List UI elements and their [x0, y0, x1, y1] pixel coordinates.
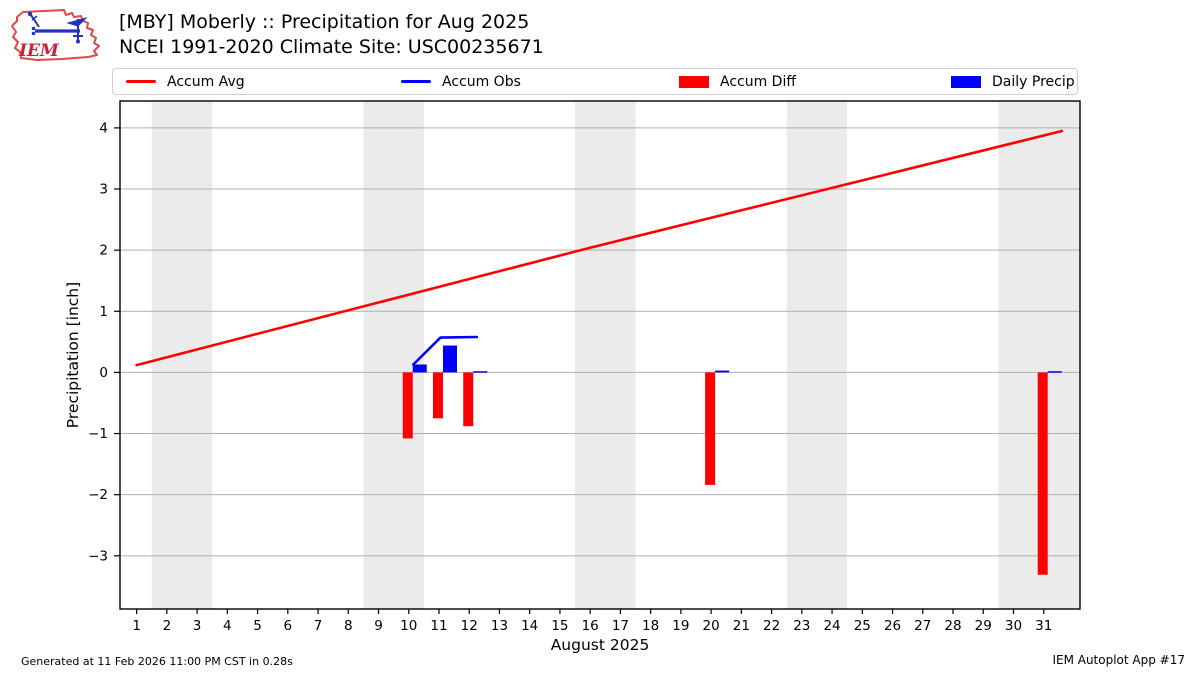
accum-avg-swatch: [126, 79, 156, 84]
x-tick-label: 17: [612, 618, 629, 634]
weather-vane-icon: [27, 11, 88, 44]
legend-label: Accum Diff: [720, 73, 797, 90]
chart-title: [MBY] Moberly :: Precipitation for Aug 2…: [119, 10, 544, 60]
x-tick-label: 24: [823, 618, 840, 634]
x-tick-label: 18: [642, 618, 659, 634]
x-tick-label: 31: [1035, 618, 1052, 634]
x-tick-label: 11: [430, 618, 447, 634]
x-tick-label: 2: [163, 618, 172, 634]
daily-precip-bar: [715, 370, 730, 373]
x-tick-label: 20: [703, 618, 720, 634]
x-tick-label: 29: [975, 618, 992, 634]
x-tick-label: 28: [944, 618, 961, 634]
x-tick-label: 30: [1005, 618, 1022, 634]
x-tick-label: 21: [733, 618, 750, 634]
legend-item-accum-avg: Accum Avg: [126, 69, 245, 94]
x-tick-label: 5: [253, 618, 262, 634]
x-tick-label: 14: [521, 618, 538, 634]
y-axis-label: Precipitation [inch]: [64, 282, 82, 428]
chart-title-line2: NCEI 1991-2020 Climate Site: USC00235671: [119, 36, 544, 58]
accum-diff-bar: [402, 372, 413, 439]
daily-precip-bar: [442, 345, 457, 373]
daily-precip-bar: [473, 371, 488, 373]
accum-diff-swatch: [679, 75, 709, 88]
y-tick-label: 0: [99, 365, 108, 381]
x-tick-label: 27: [914, 618, 931, 634]
weekend-band: [151, 101, 213, 609]
x-tick-label: 4: [223, 618, 232, 634]
generated-timestamp: Generated at 11 Feb 2026 11:00 PM CST in…: [21, 655, 293, 668]
accum-avg-line: [135, 129, 1064, 367]
daily-precip-swatch: [951, 75, 981, 88]
accum-obs-swatch: [401, 79, 431, 84]
x-tick-label: 13: [491, 618, 508, 634]
y-tick-label: 4: [99, 120, 108, 136]
legend-label: Accum Obs: [442, 73, 521, 90]
daily-precip-bar: [1047, 371, 1062, 373]
y-tick-label: 3: [99, 182, 108, 198]
x-tick-label: 23: [793, 618, 810, 634]
accum-diff-bar: [1037, 372, 1048, 575]
accum-diff-bar: [705, 372, 716, 485]
x-tick-label: 16: [582, 618, 599, 634]
x-tick-label: 26: [884, 618, 901, 634]
accum-diff-bar: [432, 372, 443, 419]
logo-text: IEM: [18, 41, 60, 61]
x-tick-label: 8: [344, 618, 353, 634]
x-tick-label: 19: [672, 618, 689, 634]
x-axis-label: August 2025: [551, 636, 650, 654]
daily-precip-bar: [412, 364, 427, 373]
x-tick-label: 3: [193, 618, 202, 634]
accum-obs-line: [411, 335, 479, 366]
x-tick-label: 10: [400, 618, 417, 634]
y-tick-label: −2: [88, 487, 108, 503]
legend: Accum Avg Accum Obs Accum Diff Daily Pre…: [112, 68, 1078, 95]
y-tick-label: −1: [88, 426, 108, 442]
legend-item-accum-obs: Accum Obs: [401, 69, 521, 94]
x-tick-label: 12: [461, 618, 478, 634]
x-tick-label: 6: [284, 618, 293, 634]
weekend-band: [786, 101, 848, 609]
weekend-band: [363, 101, 424, 609]
y-tick-label: 1: [99, 304, 108, 320]
legend-item-daily-precip: Daily Precip: [951, 69, 1075, 94]
accum-diff-bar: [463, 372, 474, 427]
plot-border: [119, 100, 1081, 610]
iem-logo: IEM: [11, 9, 100, 61]
x-tick-label: 1: [132, 618, 141, 634]
legend-label: Daily Precip: [992, 73, 1075, 90]
legend-item-accum-diff: Accum Diff: [679, 69, 796, 94]
x-tick-label: 7: [314, 618, 323, 634]
legend-label: Accum Avg: [167, 73, 245, 90]
y-tick-label: −3: [88, 548, 108, 564]
weekend-band: [575, 101, 636, 609]
x-tick-label: 25: [854, 618, 871, 634]
x-tick-label: 9: [374, 618, 383, 634]
x-tick-label: 15: [551, 618, 568, 634]
x-tick-label: 22: [763, 618, 780, 634]
chart-title-line1: [MBY] Moberly :: Precipitation for Aug 2…: [119, 11, 530, 33]
y-tick-label: 2: [99, 243, 108, 259]
app-credit: IEM Autoplot App #17: [1052, 653, 1185, 667]
